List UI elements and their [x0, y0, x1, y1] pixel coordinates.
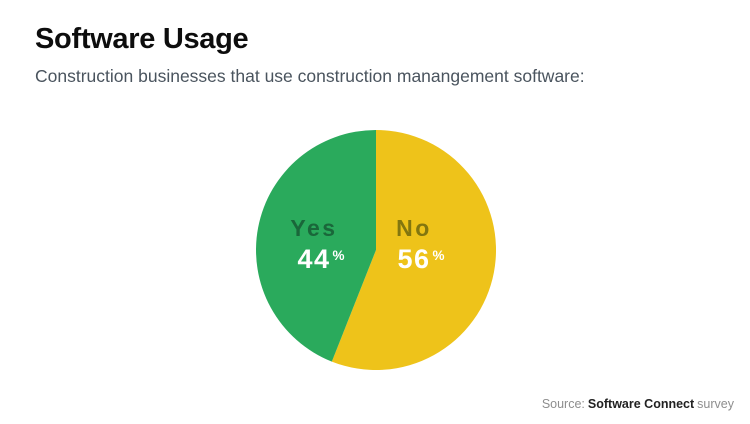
page-title: Software Usage — [35, 23, 249, 55]
pie-chart: Yes 44% No 56% — [256, 130, 496, 370]
pie-label-no: No 56% — [359, 215, 469, 274]
source-name: Software Connect — [587, 397, 695, 411]
pie-slice-value-yes: 44% — [259, 244, 369, 274]
percent-sign-yes: % — [332, 248, 347, 263]
pie-slice-value-number-no: 56 — [397, 244, 431, 274]
pie-slice-yes — [256, 130, 376, 362]
source-suffix: survey — [697, 397, 734, 411]
pie-slice-label-no: No — [396, 215, 432, 241]
pie-slice-value-number-yes: 44 — [297, 244, 331, 274]
page-subtitle: Construction businesses that use constru… — [35, 66, 585, 86]
source-prefix: Source: — [541, 397, 585, 411]
pie-slice-no — [331, 130, 496, 370]
pie-svg — [256, 130, 496, 370]
source-note: Source: Software Connect survey — [542, 396, 734, 412]
pie-slice-label-yes: Yes — [290, 215, 338, 241]
percent-sign-no: % — [432, 248, 447, 263]
pie-label-yes: Yes 44% — [259, 215, 369, 274]
pie-slice-value-no: 56% — [359, 244, 469, 274]
